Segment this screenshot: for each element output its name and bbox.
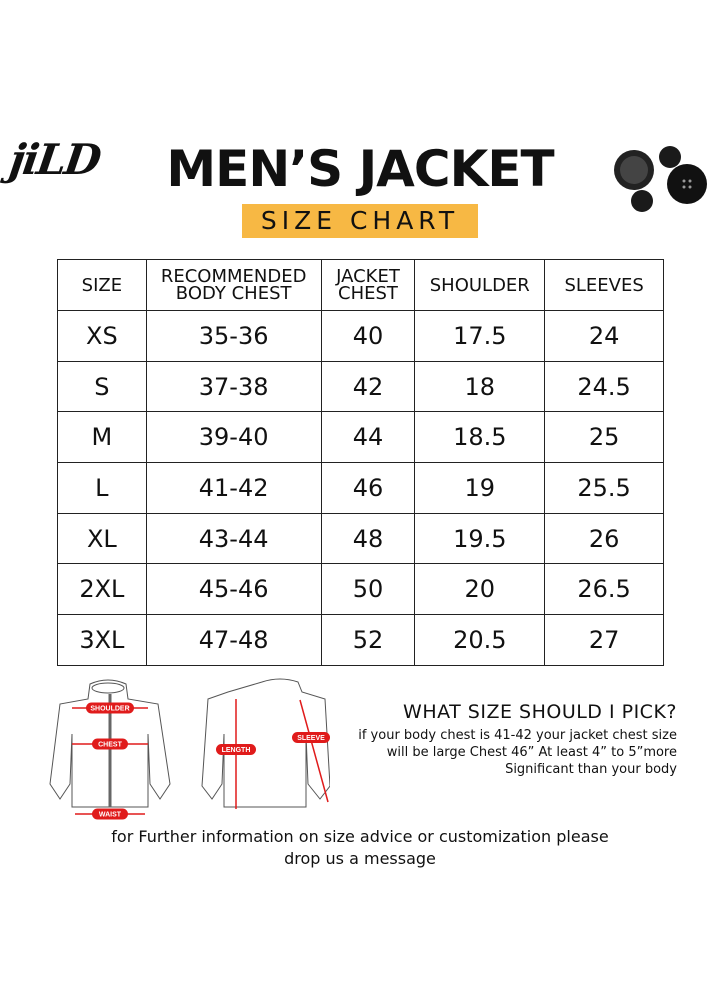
table-cell: 24 (544, 310, 664, 362)
table-row: 3XL 47-48 52 20.5 27 (57, 614, 664, 666)
advice-heading: WHAT SIZE SHOULD I PICK? (403, 701, 677, 723)
table-cell: 50 (320, 563, 416, 616)
table-cell: 3XL (57, 614, 147, 666)
table-row: XL 43-44 48 19.5 26 (57, 512, 664, 565)
column-header: JACKET CHEST (320, 259, 416, 311)
table-cell: 48 (320, 512, 416, 565)
table-cell: 20 (414, 563, 546, 616)
column-header: SLEEVES (544, 259, 664, 311)
label-sleeve: SLEEVE (297, 735, 325, 742)
label-chest: CHEST (98, 742, 122, 749)
table-row: L 41-42 46 19 25.5 (57, 462, 664, 514)
table-cell: 43-44 (145, 512, 322, 565)
table-cell: 45-46 (145, 563, 322, 616)
table-cell: 24.5 (544, 360, 664, 413)
table-cell: 17.5 (414, 310, 546, 362)
column-header: SHOULDER (414, 259, 546, 311)
table-cell: 52 (320, 614, 416, 666)
table-cell: 20.5 (414, 614, 546, 666)
table-cell: M (57, 411, 147, 464)
table-cell: 26 (544, 512, 664, 565)
table-cell: 37-38 (145, 360, 322, 413)
label-length: LENGTH (222, 747, 251, 754)
table-cell: XS (57, 310, 147, 362)
buttons-image (614, 146, 707, 212)
table-row: S 37-38 42 18 24.5 (57, 360, 664, 413)
table-cell: 35-36 (145, 310, 322, 362)
table-cell: 19.5 (414, 512, 546, 565)
table-cell: L (57, 462, 147, 514)
table-cell: 25.5 (544, 462, 664, 514)
table-row: XS 35-36 40 17.5 24 (57, 310, 664, 362)
footer-note: for Further information on size advice o… (111, 827, 609, 868)
table-cell: 25 (544, 411, 664, 464)
table-row: 2XL 45-46 50 20 26.5 (57, 563, 664, 616)
table-cell: 44 (320, 411, 416, 464)
column-header: RECOMMENDED BODY CHEST (145, 259, 322, 311)
advice-section: WHAT SIZE SHOULD I PICK? if your body ch… (358, 701, 677, 778)
advice-text: if your body chest is 41-42 your jacket … (358, 728, 677, 777)
size-table: SIZE RECOMMENDED BODY CHEST JACKET CHEST SHOU… (57, 259, 664, 666)
table-cell: 46 (320, 462, 416, 514)
column-header: SIZE (57, 259, 147, 311)
table-cell: 2XL (57, 563, 147, 616)
table-cell: 47-48 (145, 614, 322, 666)
table-cell: XL (57, 512, 147, 565)
table-cell: 41-42 (145, 462, 322, 514)
label-waist: WAIST (99, 812, 122, 819)
page-title: MEN’S JACKET (166, 140, 554, 198)
label-shoulder: SHOULDER (90, 706, 129, 713)
table-cell: 42 (320, 360, 416, 413)
jacket-diagram: SHOULDER CHEST WAIST LENGTH SLEEVE (49, 678, 330, 820)
table-cell: 18.5 (414, 411, 546, 464)
page-subtitle: SIZE CHART (242, 204, 478, 238)
table-cell: 39-40 (145, 411, 322, 464)
table-cell: S (57, 360, 147, 413)
table-cell: 19 (414, 462, 546, 514)
table-cell: 40 (320, 310, 416, 362)
table-cell: 27 (544, 614, 664, 666)
table-cell: 26.5 (544, 563, 664, 616)
table-row: M 39-40 44 18.5 25 (57, 411, 664, 464)
table-cell: 18 (414, 360, 546, 413)
